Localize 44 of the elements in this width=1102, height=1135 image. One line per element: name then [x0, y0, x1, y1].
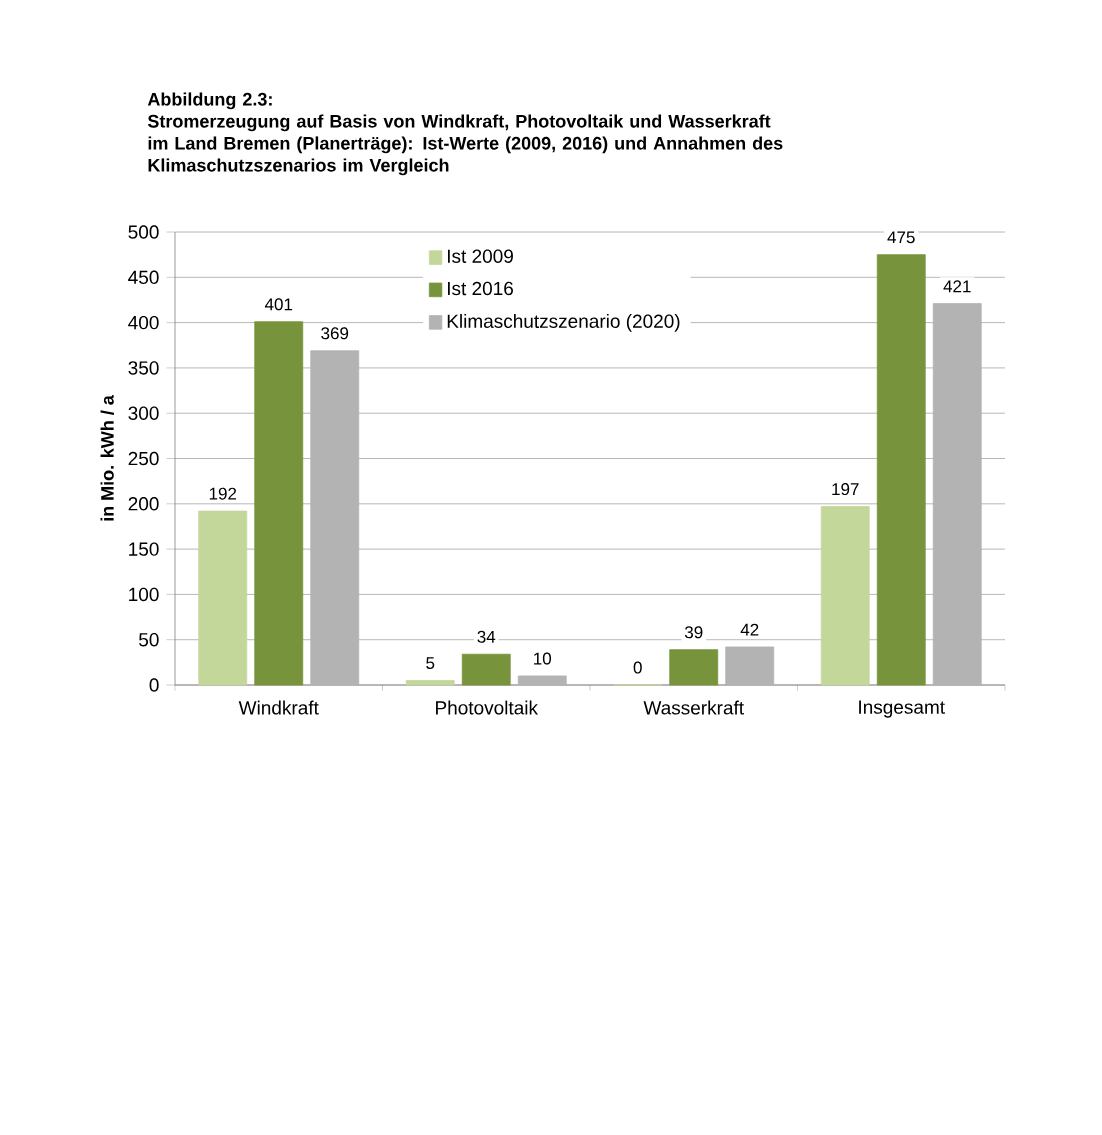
bar: [725, 646, 775, 686]
bar: [198, 510, 248, 686]
y-tick-label: 300: [128, 406, 159, 420]
y-tick-label: 100: [129, 587, 159, 602]
x-tick-label: Wasserkraft: [643, 700, 744, 715]
data-label: 421: [943, 280, 971, 293]
bar: [461, 653, 511, 686]
data-label: 5: [426, 657, 435, 670]
y-tick-label: 500: [128, 225, 159, 239]
data-label: 10: [534, 652, 552, 665]
data-label: 475: [887, 231, 915, 244]
bar: [254, 321, 304, 686]
data-label: 197: [832, 483, 859, 496]
bar: [405, 680, 455, 686]
chart-title: Abbildung 2.3:: [147, 92, 272, 110]
y-tick-label: 150: [129, 542, 159, 556]
x-tick-label: Insgesamt: [859, 700, 945, 718]
data-label: 369: [321, 327, 349, 340]
data-label: 0: [633, 661, 642, 674]
y-tick-label: 0: [149, 678, 159, 692]
bar: [310, 350, 360, 686]
y-tick-label: 350: [128, 361, 159, 375]
chart-subtitle: Stromerzeugung auf Basis von Windkraft, Photovoltaik und Wasserkraft im Land Bremen (Planerträge): Ist-Werte (2009, 2016) und Annahmen des Klimaschutzszenarios im Vergleich: [147, 114, 783, 176]
data-label: 401: [264, 298, 293, 311]
legend-label: Ist 2009: [448, 249, 513, 263]
data-label: 42: [740, 623, 759, 636]
legend-label: Ist 2016: [448, 281, 513, 296]
x-tick-label: Windkraft: [238, 700, 319, 715]
bar: [932, 303, 982, 686]
bar: [669, 649, 719, 686]
y-tick-label: 400: [128, 315, 159, 330]
bar: [517, 675, 567, 686]
x-tick-label: Photovoltaik: [436, 700, 539, 715]
bar: [820, 506, 870, 686]
data-label: 34: [477, 630, 496, 643]
y-tick-label: 200: [128, 497, 159, 511]
data-label: 192: [209, 487, 237, 500]
bar: [876, 254, 926, 686]
data-label: 39: [684, 626, 703, 639]
y-tick-label: 50: [139, 632, 159, 647]
legend-label: Klimaschutzszenario (2020): [447, 314, 680, 332]
y-axis-title: in Mio. kWh / a: [100, 395, 114, 521]
y-tick-label: 250: [128, 451, 159, 466]
y-tick-label: 450: [128, 270, 159, 285]
